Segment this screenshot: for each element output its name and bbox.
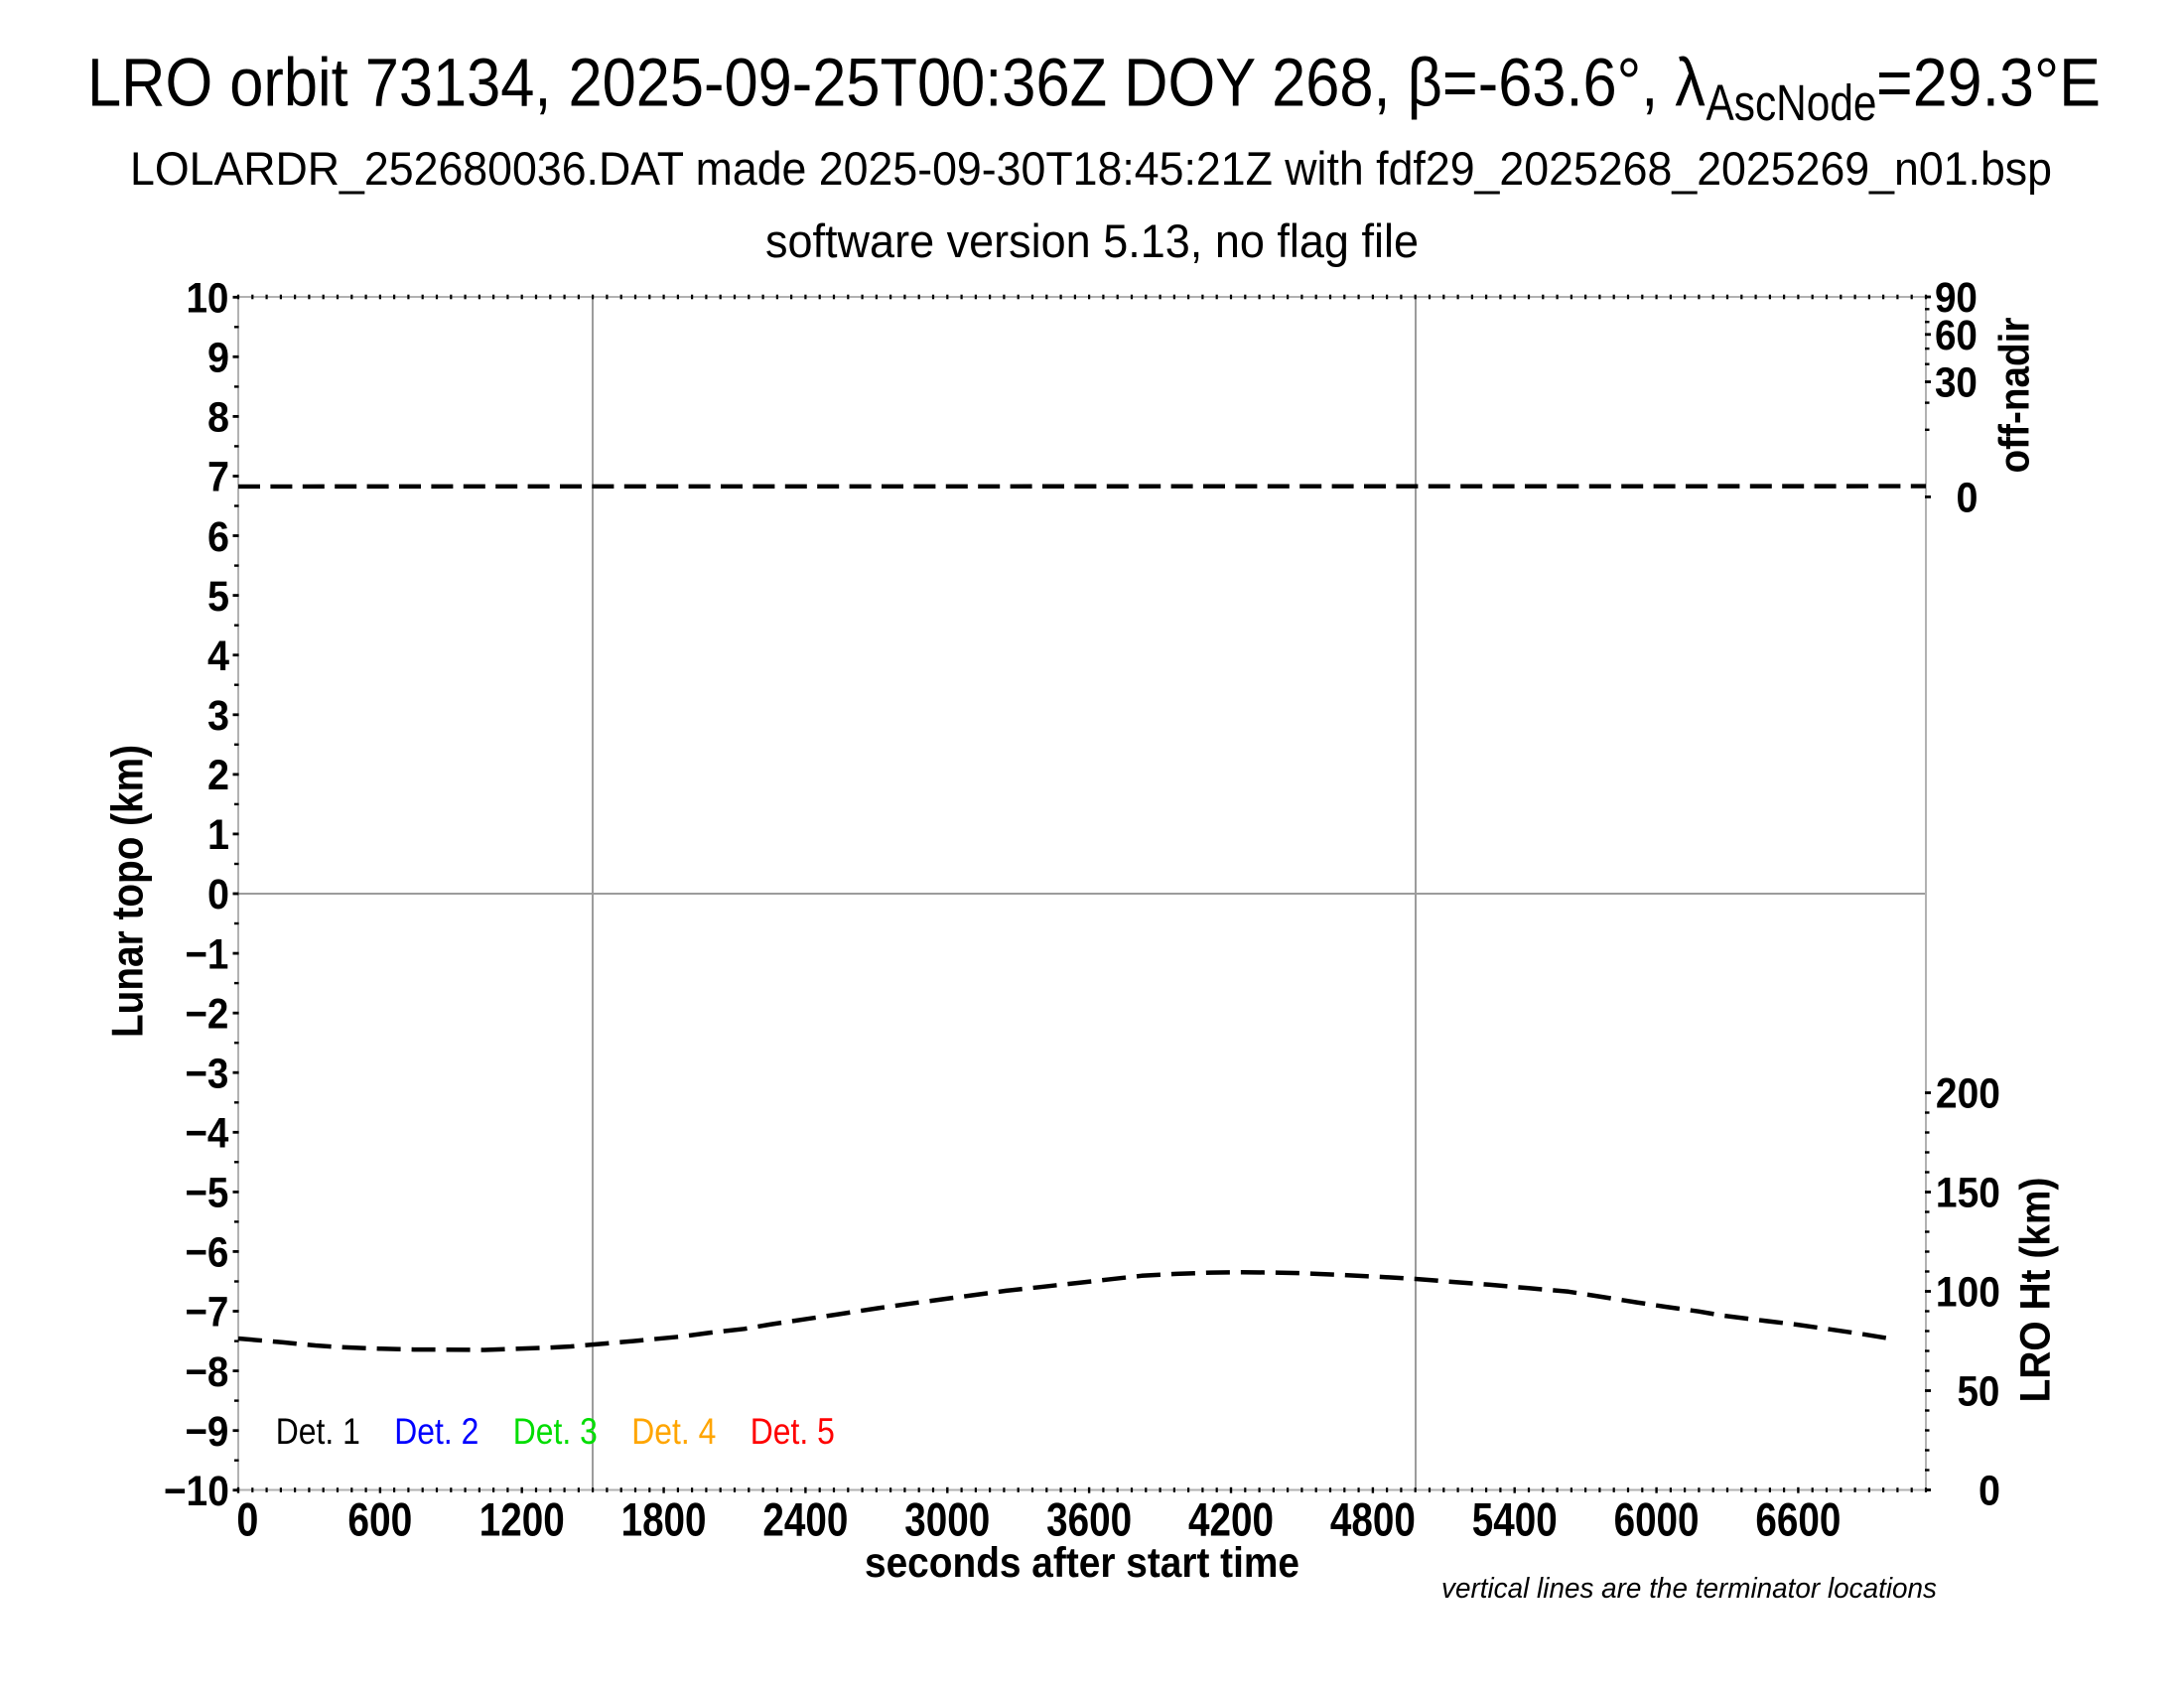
svg-text:3600: 3600 <box>1046 1493 1132 1546</box>
svg-text:100: 100 <box>1936 1269 2000 1317</box>
svg-text:4: 4 <box>207 633 229 680</box>
svg-text:1200: 1200 <box>479 1493 565 1546</box>
svg-text:200: 200 <box>1936 1070 2000 1118</box>
svg-text:−6: −6 <box>185 1229 228 1277</box>
svg-text:vertical lines are the termina: vertical lines are the terminator locati… <box>1441 1573 1937 1605</box>
svg-text:LRO orbit 73134, 2025-09-25T00: LRO orbit 73134, 2025-09-25T00:36Z DOY 2… <box>87 46 1706 121</box>
svg-text:1800: 1800 <box>621 1493 707 1546</box>
svg-text:3: 3 <box>207 692 229 740</box>
svg-text:6000: 6000 <box>1614 1493 1700 1546</box>
svg-text:2400: 2400 <box>762 1493 848 1546</box>
svg-text:LOLARDR_252680036.DAT made 202: LOLARDR_252680036.DAT made 2025-09-30T18… <box>130 142 2052 195</box>
svg-text:software version 5.13, no flag: software version 5.13, no flag file <box>765 214 1419 267</box>
svg-text:60: 60 <box>1935 312 1978 359</box>
svg-text:0: 0 <box>236 1493 258 1546</box>
svg-text:50: 50 <box>1957 1368 1999 1416</box>
svg-text:−7: −7 <box>185 1289 228 1337</box>
svg-text:4200: 4200 <box>1188 1493 1274 1546</box>
svg-text:−5: −5 <box>185 1170 228 1217</box>
svg-text:5: 5 <box>207 573 229 621</box>
svg-text:Det. 1: Det. 1 <box>276 1411 360 1452</box>
svg-text:AscNode: AscNode <box>1706 74 1877 131</box>
svg-text:90: 90 <box>1935 274 1978 322</box>
svg-text:9: 9 <box>207 335 229 382</box>
svg-text:6: 6 <box>207 513 229 561</box>
svg-text:seconds after start time: seconds after start time <box>865 1539 1299 1587</box>
svg-text:0: 0 <box>1956 475 1978 522</box>
svg-text:Lunar topo (km): Lunar topo (km) <box>104 745 153 1038</box>
svg-text:6600: 6600 <box>1755 1493 1841 1546</box>
svg-text:−10: −10 <box>164 1468 229 1515</box>
svg-text:0: 0 <box>1979 1468 2000 1515</box>
svg-text:150: 150 <box>1936 1170 2000 1217</box>
svg-text:−9: −9 <box>185 1408 228 1456</box>
svg-text:−1: −1 <box>185 930 228 978</box>
svg-text:−2: −2 <box>185 990 228 1038</box>
svg-text:30: 30 <box>1935 359 1978 407</box>
svg-text:7: 7 <box>207 454 229 501</box>
svg-text:8: 8 <box>207 394 229 442</box>
svg-text:Det. 3: Det. 3 <box>513 1411 598 1452</box>
svg-text:600: 600 <box>347 1493 412 1546</box>
svg-text:2: 2 <box>207 752 229 799</box>
svg-text:10: 10 <box>186 274 228 322</box>
svg-text:4800: 4800 <box>1330 1493 1416 1546</box>
svg-text:−3: −3 <box>185 1050 228 1097</box>
svg-text:LRO Ht (km): LRO Ht (km) <box>2013 1178 2060 1403</box>
svg-text:−4: −4 <box>185 1110 228 1158</box>
svg-text:−8: −8 <box>185 1348 228 1396</box>
svg-text:3000: 3000 <box>904 1493 990 1546</box>
svg-text:1: 1 <box>207 811 229 859</box>
svg-text:=29.3°E: =29.3°E <box>1876 46 2101 121</box>
svg-text:5400: 5400 <box>1472 1493 1558 1546</box>
svg-text:Det. 2: Det. 2 <box>394 1411 478 1452</box>
svg-text:0: 0 <box>207 871 229 918</box>
svg-text:Det. 5: Det. 5 <box>751 1411 835 1452</box>
svg-text:off-nadir: off-nadir <box>1992 318 2039 474</box>
svg-text:Det. 4: Det. 4 <box>631 1411 716 1452</box>
